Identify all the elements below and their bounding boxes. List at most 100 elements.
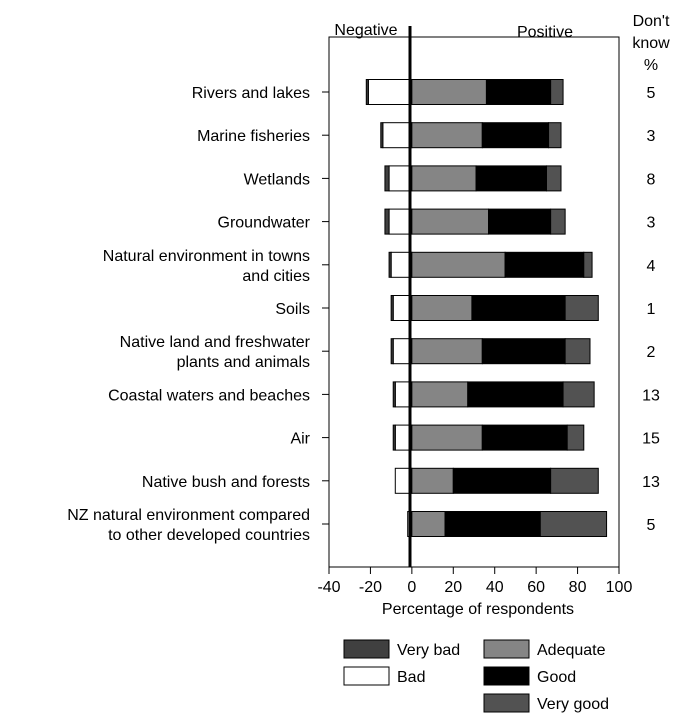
bar-good-cat-3 xyxy=(488,208,552,235)
dont-know-value-cat-5: 1 xyxy=(647,301,656,318)
bar-very-bad-cat-8 xyxy=(392,424,396,451)
bar-adequate-cat-3 xyxy=(411,208,490,235)
bar-good-cat-5 xyxy=(471,295,566,321)
dont-know-value-cat-6: 2 xyxy=(647,344,656,361)
plot-frame xyxy=(328,36,620,568)
bar-very-good-cat-3 xyxy=(550,208,566,235)
header-dont-know-unit: % xyxy=(644,57,658,74)
bar-adequate-cat-7 xyxy=(411,381,469,408)
dont-know-value-cat-1: 3 xyxy=(647,128,656,145)
legend-swatch xyxy=(343,639,390,659)
category-label-line: to other developed countries xyxy=(108,527,310,544)
bars-layer xyxy=(365,79,608,537)
legend-label: Adequate xyxy=(537,642,606,659)
x-tick-label: 80 xyxy=(569,579,587,596)
dont-know-value-cat-3: 3 xyxy=(647,215,656,232)
bar-adequate-cat-10 xyxy=(411,511,446,537)
bar-adequate-cat-1 xyxy=(411,122,483,149)
bar-adequate-cat-2 xyxy=(411,165,477,192)
dont-know-value-cat-2: 8 xyxy=(647,171,656,188)
bar-good-cat-1 xyxy=(481,122,550,149)
dont-know-value-cat-4: 4 xyxy=(647,258,656,275)
bar-bad-cat-2 xyxy=(388,165,413,192)
bar-very-good-cat-7 xyxy=(562,381,595,408)
bar-bad-cat-1 xyxy=(382,122,413,149)
legend-label: Bad xyxy=(397,669,425,686)
category-ticks xyxy=(322,91,329,525)
x-tick-label: -20 xyxy=(359,579,382,596)
category-label-line: Air xyxy=(290,431,310,448)
category-label-cat-6: Native land and freshwater plants and ani… xyxy=(120,334,311,371)
x-axis-title: Percentage of respondents xyxy=(382,601,574,618)
header-negative: Negative xyxy=(334,22,397,39)
category-label-line: plants and animals xyxy=(177,354,310,371)
bar-bad-cat-3 xyxy=(388,208,413,235)
header-dont-know-line1: Don't xyxy=(633,13,670,30)
legend-item-very-bad: Very bad xyxy=(343,639,460,659)
bar-very-bad-cat-2 xyxy=(384,165,390,192)
legend-swatch xyxy=(483,639,530,659)
legend-item-very-good: Very good xyxy=(483,693,609,713)
legend-label: Very good xyxy=(537,696,609,713)
category-label-line: Native land and freshwater xyxy=(120,334,311,351)
bar-adequate-cat-0 xyxy=(411,79,487,105)
x-tick-label: 40 xyxy=(486,579,504,596)
category-label-line: and cities xyxy=(242,268,310,285)
x-axis-ticks: -40 -20 0 20 40 60 80 100 xyxy=(317,567,632,596)
category-label-cat-5: Soils xyxy=(275,301,310,318)
bar-good-cat-7 xyxy=(467,381,564,408)
header-positive: Positive xyxy=(517,24,573,41)
category-label-line: Wetlands xyxy=(244,171,310,188)
x-tick-label: 20 xyxy=(444,579,462,596)
bar-very-bad-cat-3 xyxy=(384,208,390,235)
category-label-line: Groundwater xyxy=(218,215,311,232)
legend-swatch xyxy=(343,666,390,686)
category-label-line: Soils xyxy=(275,301,310,318)
bar-very-bad-cat-1 xyxy=(380,122,384,149)
bar-very-bad-cat-6 xyxy=(390,338,394,365)
legend-item-adequate: Adequate xyxy=(483,639,606,659)
bar-very-good-cat-1 xyxy=(548,122,562,149)
category-label-cat-7: Coastal waters and beaches xyxy=(108,387,310,404)
category-label-line: Coastal waters and beaches xyxy=(108,387,310,404)
bar-very-bad-cat-4 xyxy=(388,251,392,278)
dont-know-value-cat-0: 5 xyxy=(647,85,656,102)
category-label-cat-10: NZ natural environment compared to other … xyxy=(67,507,310,544)
legend-label: Good xyxy=(537,669,576,686)
bar-very-good-cat-6 xyxy=(564,338,591,365)
category-label-line: Rivers and lakes xyxy=(192,85,310,102)
bar-very-good-cat-4 xyxy=(583,251,593,278)
category-label-cat-8: Air xyxy=(290,431,310,448)
category-label-line: Marine fisheries xyxy=(197,128,310,145)
bar-very-bad-cat-7 xyxy=(392,381,396,408)
x-tick-label: 0 xyxy=(407,579,416,596)
dont-know-value-cat-9: 13 xyxy=(642,474,660,491)
bar-adequate-cat-6 xyxy=(411,338,483,365)
bar-adequate-cat-5 xyxy=(411,295,473,321)
legend-swatch xyxy=(483,666,530,686)
dont-know-value-cat-8: 15 xyxy=(642,431,660,448)
bar-adequate-cat-8 xyxy=(411,424,483,451)
bar-good-cat-6 xyxy=(481,338,566,365)
category-label-line: Native bush and forests xyxy=(142,474,310,491)
bar-good-cat-4 xyxy=(504,251,585,278)
legend-swatch xyxy=(483,693,530,713)
bar-very-good-cat-9 xyxy=(550,467,599,494)
bar-very-good-cat-5 xyxy=(564,295,599,321)
bar-very-good-cat-0 xyxy=(550,79,564,105)
category-label-line: Natural environment in towns xyxy=(103,248,310,265)
bar-bad-cat-0 xyxy=(367,79,413,105)
category-label-cat-3: Groundwater xyxy=(218,215,311,232)
bar-good-cat-8 xyxy=(481,424,568,451)
legend-item-good: Good xyxy=(483,666,576,686)
x-tick-label: 100 xyxy=(606,579,633,596)
legend-item-bad: Bad xyxy=(343,666,425,686)
category-label-cat-9: Native bush and forests xyxy=(142,474,310,491)
category-label-line: NZ natural environment compared xyxy=(67,507,310,524)
bar-very-good-cat-10 xyxy=(539,511,608,537)
bar-adequate-cat-9 xyxy=(411,467,454,494)
x-tick-label: 60 xyxy=(527,579,545,596)
category-label-cat-4: Natural environment in towns and cities xyxy=(103,248,310,285)
bar-good-cat-2 xyxy=(475,165,548,192)
